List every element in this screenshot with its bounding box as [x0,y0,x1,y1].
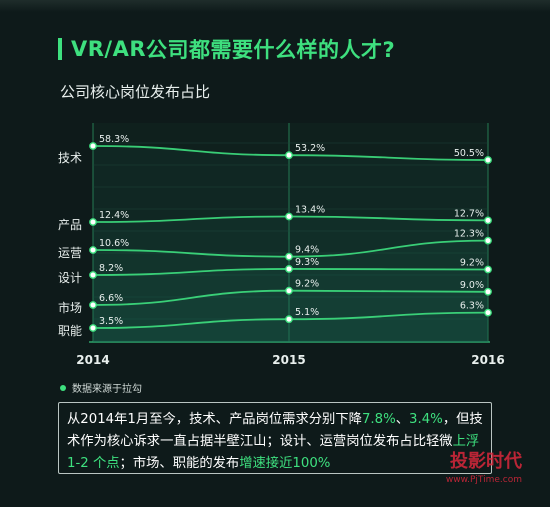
accent-bar [58,38,62,60]
data-point-产品-2014 [89,218,97,226]
data-point-设计-2015 [285,265,293,273]
line-chart: 58.3% 53.2% 50.5% 技术 12.4% 13.4% 12.7% 产品 10.6% 9… [58,123,505,367]
data-label-职能-2016: 6.3% [460,301,484,312]
data-label-运营-2016: 12.3% [454,229,484,240]
x-tick-2014: 2014 [76,353,109,367]
watermark-url: www.PjTime.com [445,475,522,485]
data-label-市场-2015: 9.2% [295,279,319,290]
series-name-技术: 技术 [58,151,82,165]
source-dot-icon [60,384,66,391]
series-name-市场: 市场 [58,300,82,315]
data-label-运营-2015: 9.4% [295,245,319,256]
headline: VR/AR 公司都需要什么样的人才? [58,34,395,64]
data-point-设计-2014 [89,271,97,279]
data-label-职能-2014: 3.5% [99,316,123,327]
data-label-市场-2014: 6.6% [99,293,123,304]
series-name-产品: 产品 [58,218,82,232]
x-tick-2015: 2015 [272,353,305,367]
summary-highlight-2: 3.4% [409,412,443,427]
data-point-技术-2015 [285,151,293,160]
summary-text-1: 从2014年1月至今，技术、产品岗位需求分别下降 [67,412,362,427]
watermark-main: 投影时代 [450,451,522,472]
data-point-技术-2014 [89,142,97,150]
series-area-职能 [93,312,488,342]
data-label-运营-2014: 10.6% [99,238,129,249]
data-label-产品-2015: 13.4% [295,205,325,216]
data-label-职能-2015: 5.1% [295,307,319,318]
data-point-市场-2015 [285,286,293,295]
headline-prefix: VR/AR [71,37,147,61]
data-label-技术-2015: 53.2% [295,143,325,154]
watermark-logo: 投影时代 www.PjTime.com [446,453,522,489]
summary-text-3: ，但技术作为核心诉求一直占据半壁江山；设计、运营岗位发布占比轻微 [67,412,483,449]
series-name-运营: 运营 [58,246,82,260]
summary-text-2: 、 [395,412,410,427]
source-text: 数据来源于拉勾 [72,384,142,395]
series-name-设计: 设计 [58,271,82,285]
summary-box: 从2014年1月至今，技术、产品岗位需求分别下降7.8%、3.4%，但技术作为核… [58,402,492,474]
data-label-产品-2014: 12.4% [99,210,129,221]
data-point-运营-2015 [285,252,293,261]
data-point-产品-2015 [285,212,293,221]
series-name-职能: 职能 [58,324,82,338]
top-bar [0,0,550,12]
data-point-技术-2016 [484,156,492,164]
headline-question: 公司都需要什么样的人才? [146,38,396,62]
data-point-运营-2014 [89,246,97,254]
data-label-技术-2016: 50.5% [454,148,484,159]
data-point-设计-2016 [484,265,492,274]
data-point-产品-2016 [484,216,492,225]
summary-highlight-4: 增速接近100% [239,456,331,471]
x-tick-2016: 2016 [471,353,504,367]
data-label-设计-2015: 9.3% [295,257,319,268]
data-label-设计-2016: 9.2% [460,258,484,269]
data-point-职能-2014 [89,324,97,332]
data-point-市场-2016 [484,287,492,296]
series-area-技术 [93,146,488,342]
summary-text-4: ；市场、职能的发布 [119,456,240,471]
data-point-市场-2014 [89,301,97,309]
source-note: 数据来源于拉勾 [60,380,142,395]
data-label-设计-2014: 8.2% [99,263,123,274]
summary-highlight-3: 上浮1-2 个点 [67,434,480,471]
data-label-市场-2016: 9.0% [460,280,484,291]
data-point-职能-2015 [285,315,293,324]
data-point-运营-2016 [484,236,492,245]
data-label-产品-2016: 12.7% [454,208,484,219]
summary-highlight-1: 7.8% [361,412,396,427]
chart-title: 公司核心岗位发布占比 [60,83,211,101]
data-point-职能-2016 [484,308,492,317]
data-label-技术-2014: 58.3% [99,134,129,145]
